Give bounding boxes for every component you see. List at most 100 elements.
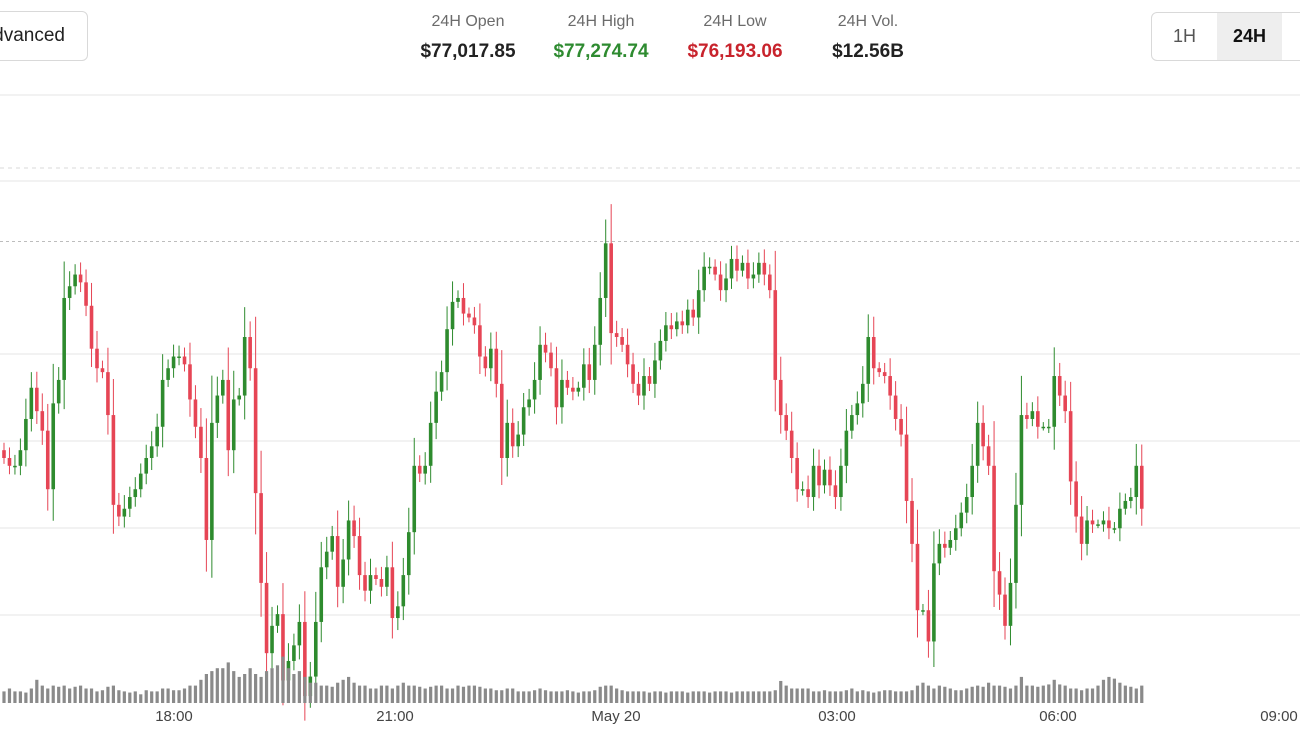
candle-body: [396, 606, 400, 619]
candle-body: [740, 262, 745, 271]
candle-body: [855, 403, 860, 416]
volume-bar: [264, 671, 269, 703]
volume-bar: [751, 691, 755, 703]
volume-bar: [811, 691, 816, 703]
candle-body: [899, 418, 903, 435]
volume-bar: [932, 688, 936, 703]
candle-body: [696, 290, 701, 318]
range-option-1h[interactable]: 1H: [1172, 26, 1196, 46]
volume-bar: [921, 682, 925, 703]
volume-bar: [1025, 685, 1029, 703]
candle-body: [757, 262, 761, 275]
candle-body: [1068, 411, 1073, 482]
volume-bar: [177, 690, 181, 703]
range-option-24h[interactable]: 24H: [1217, 13, 1282, 60]
volume-bar: [1107, 676, 1111, 703]
candle-body: [499, 383, 504, 458]
volume-bar: [133, 691, 137, 703]
volume-bar: [1063, 685, 1067, 703]
volume-bar: [336, 682, 340, 703]
candle-body: [571, 387, 575, 392]
candle-body: [346, 520, 351, 560]
volume-bar: [111, 685, 115, 703]
volume-bar: [948, 688, 952, 703]
candle-body: [1036, 411, 1040, 427]
advanced-button[interactable]: Advanced: [0, 11, 88, 61]
volume-bar: [232, 671, 236, 703]
candle-body: [970, 465, 974, 498]
candle-body: [13, 465, 17, 468]
volume-bar: [341, 679, 345, 703]
volume-bar: [565, 690, 570, 703]
candle-body: [1052, 376, 1057, 427]
candle-body: [330, 536, 334, 552]
candle-body: [647, 376, 652, 384]
candle-body: [521, 407, 526, 435]
volume-bar: [833, 691, 838, 703]
candle-body: [642, 376, 646, 396]
candle-body: [1057, 376, 1062, 396]
candle-body: [543, 344, 548, 353]
candle-body: [724, 278, 728, 291]
candle-body: [237, 395, 242, 400]
candle-body: [828, 469, 832, 486]
volume-bar: [270, 668, 274, 703]
x-axis-tick-label: 09:00: [1260, 708, 1298, 725]
volume-bar: [970, 686, 974, 703]
volume-bar: [647, 692, 652, 703]
candle-body: [932, 563, 936, 642]
candle-body: [926, 610, 931, 642]
volume-bar: [620, 690, 624, 703]
volume-bar: [1123, 685, 1127, 703]
volume-bar: [193, 685, 198, 703]
volume-bar: [139, 694, 143, 703]
candle-body: [324, 551, 329, 568]
candle-body: [636, 383, 641, 396]
candle-body: [297, 621, 302, 646]
candle-body: [844, 430, 849, 466]
candle-body: [839, 465, 843, 498]
volume-bar: [243, 674, 247, 703]
volume-bar: [877, 691, 881, 703]
candle-body: [242, 337, 247, 396]
candle-body: [811, 465, 816, 498]
volume-bar: [368, 688, 373, 703]
volume-bar: [24, 692, 28, 703]
volume-bar: [445, 688, 449, 703]
volume-bar: [855, 691, 859, 703]
volume-bar: [593, 690, 597, 703]
volume-bar: [1008, 688, 1013, 703]
candle-body: [1085, 520, 1089, 544]
volume-bar: [461, 686, 466, 703]
volume-bar: [40, 685, 44, 703]
stat-24h-open: 24H Open $77,017.85: [398, 12, 538, 64]
candle-body: [817, 465, 821, 486]
volume-bar: [363, 685, 367, 703]
candle-body: [565, 379, 570, 388]
volume-bar: [997, 685, 1002, 703]
volume-bar: [976, 685, 980, 703]
volume-bar: [1079, 690, 1084, 703]
candle-body: [24, 418, 28, 451]
candle-body: [1129, 497, 1133, 501]
candle-body: [144, 458, 149, 474]
volume-bar: [390, 688, 394, 703]
volume-bar: [839, 691, 843, 703]
volume-bar: [680, 691, 684, 703]
candle-body: [789, 430, 794, 458]
volume-bar: [1014, 685, 1018, 703]
candle-body: [478, 325, 482, 357]
candle-body: [248, 337, 252, 369]
candle-body: [461, 297, 466, 314]
candle-body: [253, 368, 258, 494]
stat-label: 24H Vol.: [837, 13, 899, 30]
volume-bar: [95, 691, 99, 703]
volume-bar: [122, 691, 126, 703]
candle-body: [292, 645, 296, 661]
candle-body: [231, 399, 236, 451]
candle-body: [111, 415, 116, 505]
volume-bar: [150, 691, 154, 703]
x-axis-tick-label: May 20: [591, 708, 640, 725]
